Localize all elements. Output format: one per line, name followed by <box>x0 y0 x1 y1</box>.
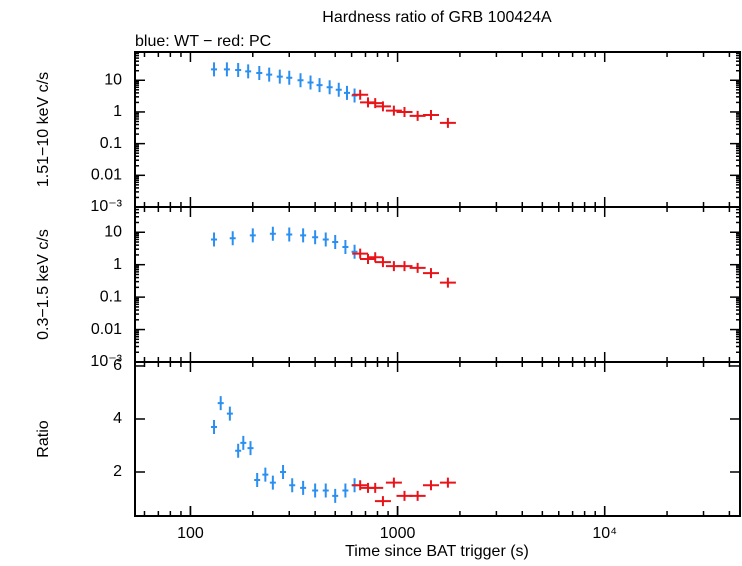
data-point <box>343 85 350 100</box>
data-point <box>262 467 269 482</box>
y-tick-label: 10 <box>104 223 122 240</box>
y-tick-label: 0.1 <box>100 135 122 152</box>
y-tick-label: 1 <box>113 256 122 273</box>
data-point <box>289 478 296 493</box>
y-tick-label: 0.01 <box>91 321 122 338</box>
data-point <box>312 230 319 245</box>
y-tick-label: 4 <box>113 410 122 427</box>
y-axis-label: Ratio <box>35 420 52 457</box>
data-point <box>256 65 263 80</box>
data-point <box>326 80 333 95</box>
data-point <box>396 261 413 272</box>
data-point <box>266 67 273 82</box>
data-point <box>322 232 329 247</box>
data-point <box>269 475 276 490</box>
y-tick-label: 2 <box>113 463 122 480</box>
x-tick-label: 10⁴ <box>592 525 617 542</box>
data-point <box>360 253 377 264</box>
data-point <box>235 443 242 458</box>
x-axis-label: Time since BAT trigger (s) <box>345 543 529 560</box>
data-point <box>342 483 349 498</box>
data-point <box>286 70 293 85</box>
data-point <box>335 82 342 97</box>
data-point <box>367 252 384 263</box>
data-point <box>276 69 283 84</box>
data-point <box>226 406 233 421</box>
data-point <box>342 240 349 255</box>
data-point <box>297 73 304 88</box>
data-point <box>223 62 230 77</box>
y-tick-label: 0.01 <box>91 167 122 184</box>
data-point <box>352 248 369 259</box>
data-point <box>409 110 426 121</box>
data-point <box>422 268 439 279</box>
y-tick-label: 6 <box>113 357 122 374</box>
data-point <box>374 496 391 507</box>
y-tick-label: 1 <box>113 103 122 120</box>
y-axis-label: 0.3−1.5 keV c/s <box>35 229 52 340</box>
y-tick-label: 10 <box>104 71 122 88</box>
data-point <box>254 472 261 487</box>
data-point <box>235 63 242 78</box>
data-point <box>247 441 254 456</box>
y-tick-label: 0.1 <box>100 288 122 305</box>
data-point <box>439 277 456 288</box>
data-point <box>409 490 426 501</box>
data-point <box>245 64 252 79</box>
data-point <box>280 465 287 479</box>
data-point <box>374 257 391 268</box>
y-tick-label: 10⁻³ <box>90 353 122 370</box>
data-point <box>396 106 413 117</box>
data-point <box>352 89 369 100</box>
data-point <box>217 396 224 411</box>
y-tick-label: 10⁻³ <box>90 198 122 215</box>
data-point <box>316 78 323 93</box>
data-point <box>286 227 293 242</box>
data-point <box>439 117 456 128</box>
x-tick-label: 1000 <box>380 525 416 542</box>
chart-subtitle: blue: WT − red: PC <box>135 33 271 50</box>
data-point <box>422 480 439 491</box>
data-point <box>332 488 339 503</box>
chart-title: Hardness ratio of GRB 100424A <box>322 9 552 26</box>
data-point <box>300 480 307 495</box>
data-point <box>332 235 339 250</box>
data-point <box>322 483 329 498</box>
data-point <box>269 226 276 241</box>
data-point <box>439 477 456 488</box>
data-point <box>211 62 218 77</box>
data-point <box>385 105 402 116</box>
data-point <box>229 231 236 246</box>
plot-frame <box>134 51 741 208</box>
data-point <box>374 101 391 112</box>
data-point <box>385 477 402 488</box>
data-point <box>409 262 426 273</box>
data-point <box>307 75 314 90</box>
data-point <box>211 419 218 434</box>
data-point <box>312 483 319 498</box>
data-point <box>300 228 307 243</box>
data-point <box>211 232 218 247</box>
plot-frame <box>134 206 741 363</box>
data-point <box>240 435 247 450</box>
x-tick-label: 100 <box>177 525 204 542</box>
data-point <box>351 244 358 259</box>
data-point <box>367 482 384 493</box>
data-point <box>422 110 439 121</box>
plot-frame <box>134 361 741 517</box>
y-axis-label: 1.51−10 keV c/s <box>35 72 52 187</box>
data-point <box>249 228 256 243</box>
